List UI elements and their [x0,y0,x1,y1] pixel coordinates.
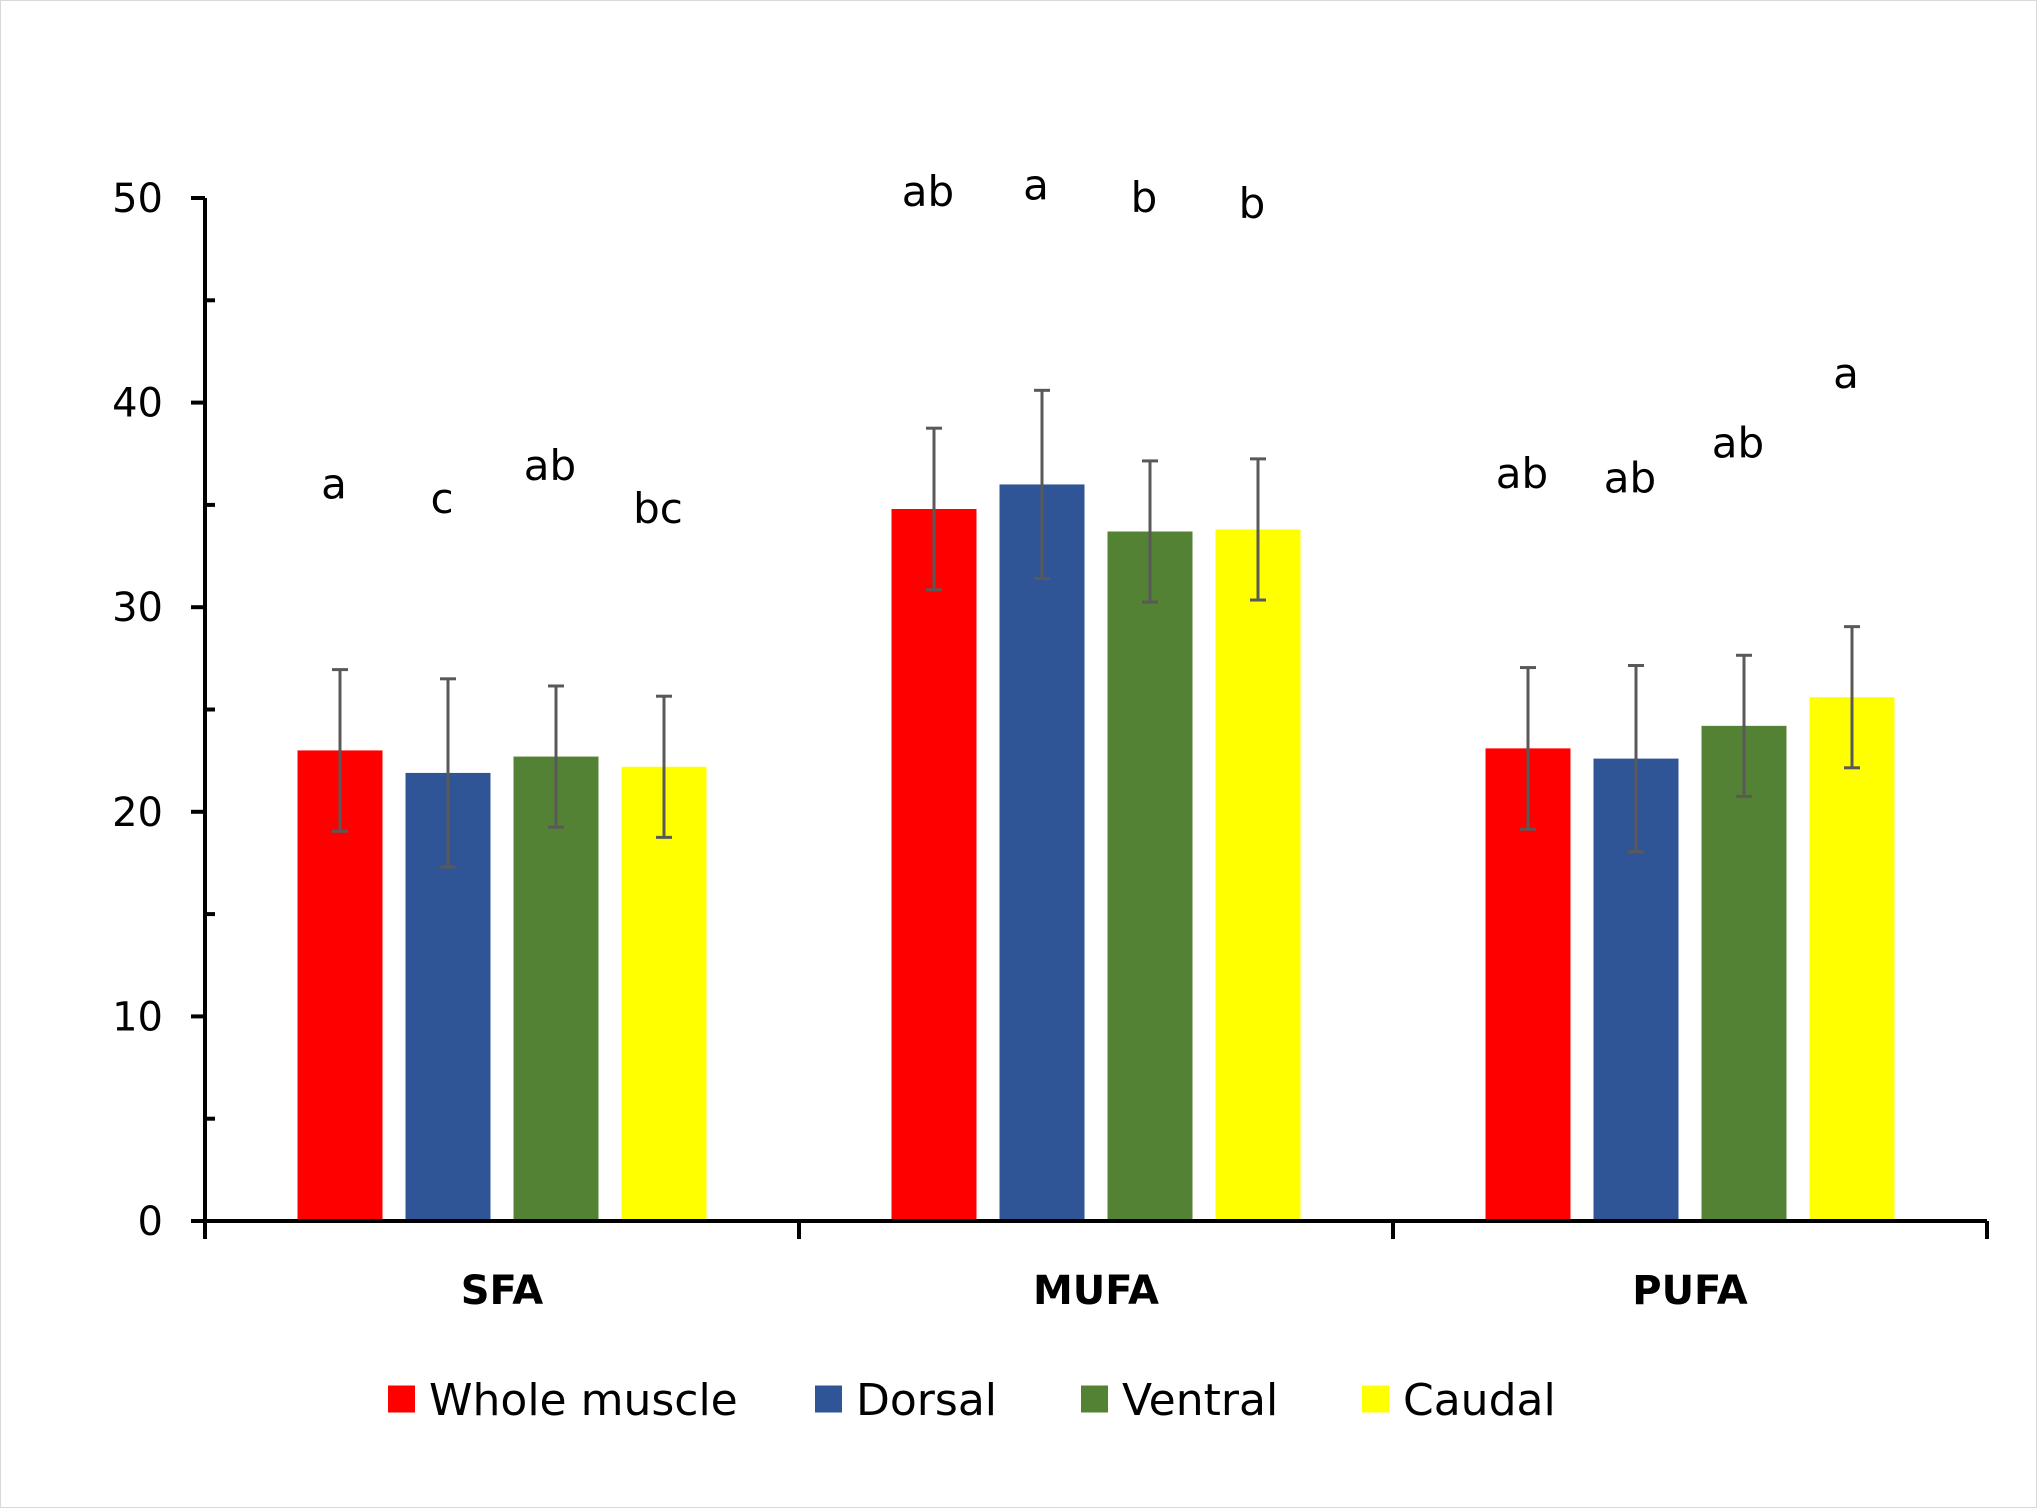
significance-letter: ab [524,441,576,490]
legend-label-whole-muscle: Whole muscle [429,1375,738,1426]
bar-mufa-dorsal [999,484,1085,1221]
significance-letter: a [1023,161,1049,210]
significance-letter: bc [633,484,683,533]
legend-swatch-dorsal [815,1385,842,1413]
legend: Whole muscle Dorsal Ventral Caudal [388,1375,1556,1426]
category-label-sfa: SFA [461,1268,544,1314]
bar-pufa-ventral [1701,725,1787,1221]
significance-letter: ab [1496,449,1548,498]
y-tick-label: 30 [112,585,163,631]
bar-pufa-caudal [1809,697,1895,1221]
significance-letter: ab [1604,453,1656,502]
significance-letter: a [321,459,347,508]
category-label-mufa: MUFA [1033,1268,1159,1314]
bar-sfa-caudal [621,766,707,1221]
significance-letter: ab [1712,419,1764,468]
axes-layer: SFA MUFA PUFA 0 10 20 30 40 50 [112,176,1989,1314]
bar-sfa-ventral [513,756,599,1221]
bar-mufa-caudal [1215,529,1301,1221]
significance-letter: a [1833,349,1859,398]
legend-swatch-whole-muscle [388,1385,415,1413]
legend-label-caudal: Caudal [1403,1375,1556,1426]
significance-letter: b [1239,179,1266,228]
y-tick-label: 40 [112,381,163,427]
significance-letter: c [430,474,453,523]
y-tick-label: 50 [112,176,163,222]
legend-swatch-caudal [1362,1385,1389,1413]
legend-label-dorsal: Dorsal [856,1375,997,1426]
bars-layer [297,484,1895,1221]
legend-label-ventral: Ventral [1122,1375,1278,1426]
y-tick-label: 10 [112,994,163,1040]
error-bars-layer [332,388,1860,869]
significance-letter: b [1131,173,1158,222]
bar-mufa-ventral [1107,531,1193,1221]
significance-letter: ab [902,167,954,216]
y-tick-label: 20 [112,790,163,836]
legend-swatch-ventral [1081,1385,1108,1413]
category-label-pufa: PUFA [1632,1268,1748,1314]
bar-mufa-whole-muscle [891,508,977,1221]
y-tick-label: 0 [138,1199,163,1245]
